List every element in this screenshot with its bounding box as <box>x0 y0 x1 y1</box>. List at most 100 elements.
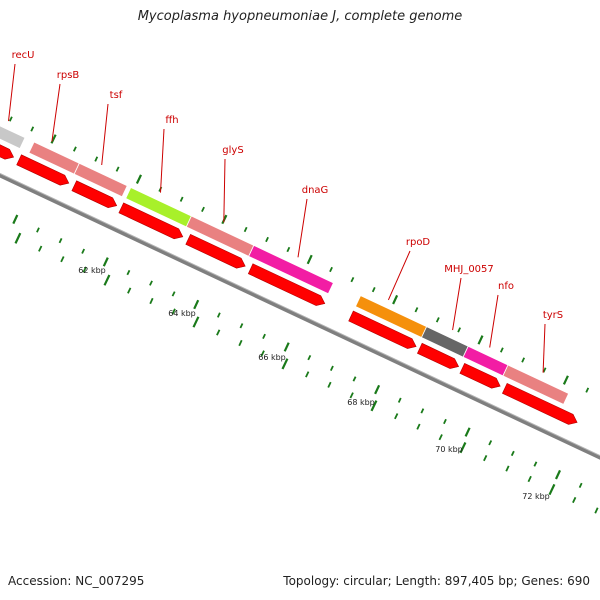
tick-mark <box>459 442 467 454</box>
tick-mark <box>171 291 176 297</box>
tick-mark <box>370 400 378 412</box>
cds-arrow <box>247 263 326 306</box>
cds-arrow <box>16 154 70 186</box>
tick-mark <box>349 392 354 399</box>
cds-arrow <box>118 202 184 240</box>
scale-label: 68 kbp <box>347 398 375 407</box>
tick-mark <box>81 248 86 254</box>
tick-mark <box>265 236 269 243</box>
tick-mark <box>329 365 334 371</box>
tick-mark <box>216 312 221 318</box>
gene-label: dnaG <box>302 185 329 196</box>
scale-labels: 62 kbp 64 kbp 66 kbp 68 kbp 70 kbp 72 kbp <box>78 266 550 501</box>
tick-mark <box>72 146 77 152</box>
genome-backbone-highlight <box>0 172 600 457</box>
callout-line <box>542 323 546 373</box>
tick-mark <box>239 323 244 329</box>
tick-mark <box>562 375 569 385</box>
gene-layer <box>0 125 570 405</box>
cds-arrow <box>501 383 578 425</box>
scale-label: 66 kbp <box>258 353 286 362</box>
callout-line <box>8 63 16 122</box>
gene-block <box>0 125 26 150</box>
tick-mark <box>149 280 153 286</box>
tick-mark <box>115 166 120 172</box>
tick-mark <box>193 299 200 310</box>
tick-mark <box>416 423 421 430</box>
tick-mark <box>307 355 312 361</box>
scale-label: 70 kbp <box>435 445 463 454</box>
tick-mark <box>50 134 57 144</box>
tick-mark <box>585 387 590 393</box>
tick-mark <box>201 206 205 212</box>
tick-mark <box>286 246 291 253</box>
tick-mark <box>548 483 556 496</box>
tick-mark <box>8 116 13 122</box>
tick-mark <box>464 427 471 437</box>
tick-mark <box>36 227 40 233</box>
cds-arrow <box>185 234 246 269</box>
callout-line <box>297 198 308 258</box>
tick-mark <box>521 357 526 363</box>
tick-mark <box>58 238 63 244</box>
tick-mark <box>414 307 419 313</box>
tick-mark <box>135 174 142 184</box>
tick-mark <box>305 371 310 378</box>
tick-mark <box>82 266 87 273</box>
accession-text: Accession: NC_007295 <box>8 574 145 588</box>
gene-label: rpsB <box>57 70 80 81</box>
cds-arrow <box>417 342 460 369</box>
tick-mark <box>12 214 19 225</box>
tick-mark <box>533 461 538 467</box>
tick-mark <box>102 257 109 267</box>
genome-summary: Topology: circular; Length: 897,405 bp; … <box>283 574 590 588</box>
gene-label: glyS <box>222 145 243 156</box>
tick-mark <box>488 440 493 446</box>
tick-mark <box>260 350 265 357</box>
cds-arrow <box>348 310 417 349</box>
callout-line <box>489 294 499 348</box>
cds-arrow <box>0 144 15 160</box>
map-title: Mycoplasma hyopneumoniae J, complete gen… <box>137 9 463 24</box>
tick-mark <box>374 384 381 395</box>
tick-mark <box>283 342 290 352</box>
gene-label: ffh <box>165 115 178 126</box>
tick-mark <box>371 287 376 293</box>
backbone-layer <box>0 172 600 460</box>
scale-label: 64 kbp <box>168 309 196 318</box>
callout-line <box>387 250 411 301</box>
tick-mark <box>126 269 131 276</box>
tick-mark <box>594 507 599 514</box>
tick-mark <box>510 450 515 457</box>
scale-label: 62 kbp <box>78 266 106 275</box>
callout-line <box>101 103 109 166</box>
gene-block <box>248 244 334 295</box>
tick-marks <box>8 116 599 514</box>
cds-arrow <box>71 180 118 209</box>
tick-mark <box>327 381 332 388</box>
gene-label: tyrS <box>543 310 563 321</box>
tick-mark <box>505 465 510 472</box>
tick-mark <box>457 327 462 333</box>
tick-mark <box>243 226 248 233</box>
callout-line <box>160 128 165 193</box>
tick-mark <box>238 339 243 347</box>
tick-mark <box>94 156 99 162</box>
tick-mark <box>149 297 154 305</box>
tick-mark <box>171 308 176 315</box>
tick-mark <box>483 455 488 462</box>
tick-mark <box>499 347 504 353</box>
tick-mark <box>443 418 447 425</box>
genome-backbone <box>0 173 600 460</box>
tick-mark <box>350 277 355 283</box>
tick-mark <box>306 254 313 265</box>
cds-layer <box>0 144 578 425</box>
gene-block <box>73 162 128 198</box>
tick-mark <box>329 266 333 273</box>
tick-mark <box>127 287 132 294</box>
gene-label: tsf <box>110 90 123 101</box>
tick-mark <box>281 358 289 370</box>
tick-mark <box>262 333 266 339</box>
tick-mark <box>420 408 425 414</box>
